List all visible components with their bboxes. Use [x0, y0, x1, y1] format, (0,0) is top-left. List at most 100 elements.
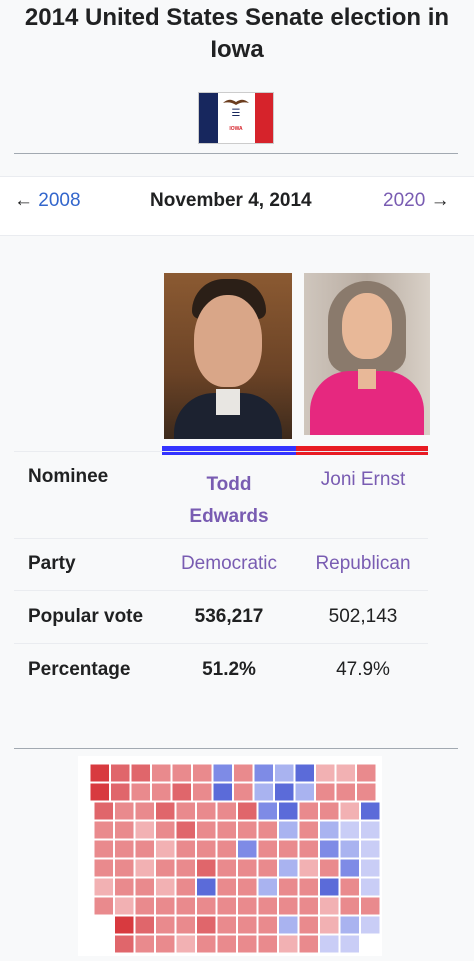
party-link-republican[interactable]: Republican	[315, 553, 411, 574]
county-shape	[110, 782, 131, 802]
county-shape	[196, 915, 217, 935]
republican-color-bar	[296, 446, 428, 455]
county-shape	[196, 934, 217, 954]
county-shape	[216, 896, 237, 916]
county-shape	[360, 896, 381, 916]
next-election-year: 2020	[383, 190, 426, 211]
county-shape	[319, 934, 340, 954]
candidate-photo-joni-ernst[interactable]	[304, 273, 430, 435]
candidate-name-joni-ernst[interactable]: Joni Ernst	[320, 469, 406, 490]
table-row-divider	[14, 451, 428, 452]
county-shape	[360, 915, 381, 935]
county-shape	[192, 763, 213, 783]
county-shape	[257, 820, 278, 840]
county-shape	[93, 820, 114, 840]
county-shape	[233, 763, 254, 783]
county-shape	[257, 858, 278, 878]
party-label: Party	[28, 553, 76, 574]
county-shape	[257, 801, 278, 821]
iowa-flag[interactable]: ☰ IOWA	[198, 92, 274, 144]
county-shape	[319, 820, 340, 840]
county-shape	[196, 801, 217, 821]
county-shape	[216, 820, 237, 840]
candidate-name-todd-edwards[interactable]: Todd Edwards	[189, 474, 269, 527]
county-shape	[130, 782, 151, 802]
county-shape	[155, 801, 176, 821]
county-shape	[134, 896, 155, 916]
county-shape	[339, 801, 360, 821]
county-results-map[interactable]	[78, 756, 382, 956]
county-shape	[93, 801, 114, 821]
county-shape	[278, 820, 299, 840]
county-shape	[257, 915, 278, 935]
popular-vote-todd-edwards: 536,217	[194, 606, 264, 627]
county-shape	[155, 896, 176, 916]
county-shape	[319, 915, 340, 935]
county-shape	[257, 934, 278, 954]
nominee-label: Nominee	[28, 466, 109, 487]
county-shape	[278, 896, 299, 916]
county-shape	[274, 782, 295, 802]
flag-blue-stripe	[199, 93, 218, 143]
county-shape	[335, 782, 356, 802]
county-shape	[216, 915, 237, 935]
county-shape	[278, 858, 299, 878]
county-shape	[114, 896, 135, 916]
county-shape	[114, 801, 135, 821]
table-row-divider	[14, 590, 428, 591]
county-shape	[216, 801, 237, 821]
county-shape	[319, 896, 340, 916]
party-link-democratic[interactable]: Democratic	[180, 553, 278, 574]
left-arrow-icon: ←	[14, 190, 33, 211]
county-shape	[237, 896, 258, 916]
county-shape	[356, 782, 377, 802]
county-shape	[155, 877, 176, 897]
popular-vote-joni-ernst: 502,143	[328, 606, 398, 627]
county-shape	[130, 763, 151, 783]
county-shape	[175, 934, 196, 954]
eagle-icon	[223, 99, 249, 105]
county-shape	[171, 763, 192, 783]
county-shape	[253, 763, 274, 783]
county-shape	[294, 782, 315, 802]
county-shape	[237, 877, 258, 897]
county-shape	[278, 839, 299, 859]
county-shape	[155, 839, 176, 859]
county-shape	[175, 877, 196, 897]
right-arrow-icon: →	[430, 190, 450, 211]
county-shape	[155, 858, 176, 878]
county-shape	[360, 858, 381, 878]
county-shape	[339, 858, 360, 878]
county-shape	[339, 877, 360, 897]
county-shape	[114, 820, 135, 840]
democratic-color-bar	[162, 446, 296, 455]
county-shape	[216, 934, 237, 954]
county-shape	[114, 858, 135, 878]
county-shape	[175, 820, 196, 840]
candidate-photo-todd-edwards[interactable]	[164, 273, 292, 439]
county-shape	[360, 801, 381, 821]
county-shape	[237, 934, 258, 954]
county-shape	[192, 782, 213, 802]
election-date: November 4, 2014	[150, 190, 312, 211]
county-shape	[196, 858, 217, 878]
table-row-divider	[14, 643, 428, 644]
flag-state-text: IOWA	[229, 126, 243, 132]
county-shape	[212, 782, 233, 802]
county-shape	[237, 801, 258, 821]
divider	[14, 748, 458, 749]
next-election-link[interactable]: 2020 →	[383, 190, 450, 212]
percentage-todd-edwards: 51.2%	[202, 659, 256, 680]
county-shape	[257, 839, 278, 859]
county-shape	[114, 877, 135, 897]
county-shape	[237, 820, 258, 840]
county-shape	[155, 915, 176, 935]
county-shape	[298, 896, 319, 916]
county-shape	[175, 839, 196, 859]
county-shape	[298, 877, 319, 897]
county-shape	[360, 820, 381, 840]
previous-election-link[interactable]: ← 2008	[14, 190, 81, 212]
county-shape	[298, 934, 319, 954]
county-shape	[253, 782, 274, 802]
county-shape	[93, 896, 114, 916]
